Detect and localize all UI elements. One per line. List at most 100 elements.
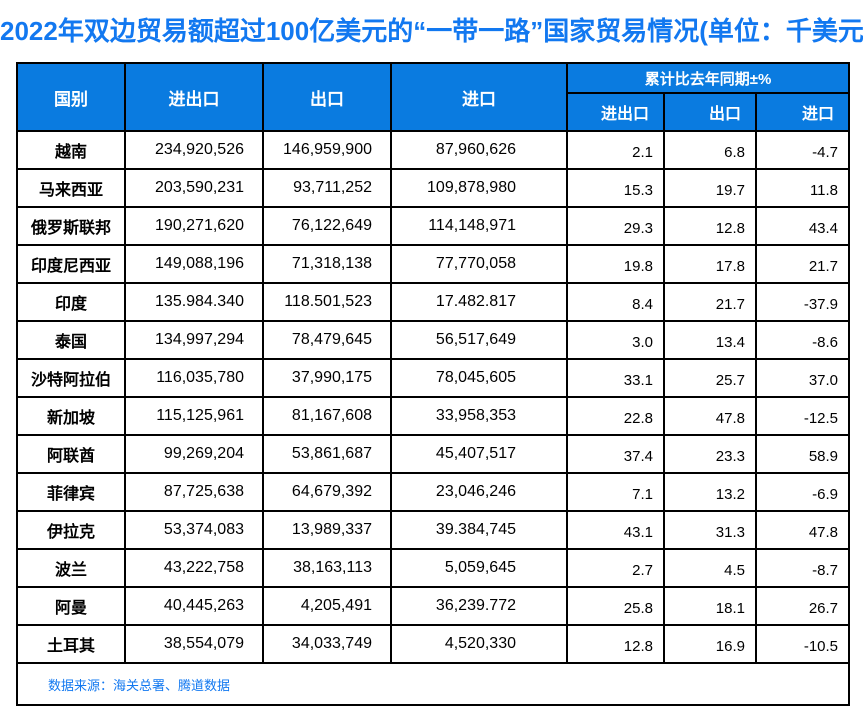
trade-table: 国别 进出口 出口 进口 累计比去年同期±% 进出口 出口 进口 越南 234,…: [15, 62, 851, 706]
country-cell: 沙特阿拉伯: [16, 358, 126, 398]
yoy-total-cell: 15.3: [566, 168, 665, 208]
import-cell: 4,520,330: [390, 624, 568, 664]
total-trade-cell: 115,125,961: [124, 396, 264, 436]
export-cell: 146,959,900: [262, 130, 392, 170]
table-row: 沙特阿拉伯 116,035,780 37,990,175 78,045,605 …: [16, 358, 851, 398]
subheader-yoy-export: 出口: [663, 92, 757, 132]
yoy-total-cell: 12.8: [566, 624, 665, 664]
yoy-import-cell: -8.7: [754, 548, 851, 588]
header-country: 国别: [16, 62, 126, 132]
yoy-import-cell: 43.4: [754, 206, 851, 246]
export-cell: 4,205,491: [262, 586, 392, 626]
yoy-import-cell: 21.7: [754, 244, 851, 284]
total-trade-cell: 38,554,079: [124, 624, 264, 664]
header-export: 出口: [262, 62, 392, 132]
total-trade-cell: 99,269,204: [124, 434, 264, 474]
export-cell: 34,033,749: [262, 624, 392, 664]
total-trade-cell: 190,271,620: [124, 206, 264, 246]
yoy-export-cell: 4.5: [663, 548, 757, 588]
import-cell: 78,045,605: [390, 358, 568, 398]
yoy-export-cell: 47.8: [663, 396, 757, 436]
export-cell: 38,163,113: [262, 548, 392, 588]
yoy-export-cell: 25.7: [663, 358, 757, 398]
export-cell: 93,711,252: [262, 168, 392, 208]
table-row: 印度尼西亚 149,088,196 71,318,138 77,770,058 …: [16, 244, 851, 284]
import-cell: 109,878,980: [390, 168, 568, 208]
yoy-export-cell: 23.3: [663, 434, 757, 474]
table-row: 阿曼 40,445,263 4,205,491 36,239.772 25.8 …: [16, 586, 851, 626]
yoy-import-cell: -10.5: [754, 624, 851, 664]
import-cell: 17.482.817: [390, 282, 568, 322]
table-row: 印度 135.984.340 118.501,523 17.482.817 8.…: [16, 282, 851, 322]
yoy-total-cell: 29.3: [566, 206, 665, 246]
import-cell: 87,960,626: [390, 130, 568, 170]
country-cell: 菲律宾: [16, 472, 126, 512]
total-trade-cell: 203,590,231: [124, 168, 264, 208]
import-cell: 114,148,971: [390, 206, 568, 246]
total-trade-cell: 234,920,526: [124, 130, 264, 170]
yoy-export-cell: 18.1: [663, 586, 757, 626]
yoy-total-cell: 25.8: [566, 586, 665, 626]
country-cell: 印度尼西亚: [16, 244, 126, 284]
total-trade-cell: 87,725,638: [124, 472, 264, 512]
import-cell: 33,958,353: [390, 396, 568, 436]
export-cell: 71,318,138: [262, 244, 392, 284]
table-row: 菲律宾 87,725,638 64,679,392 23,046,246 7.1…: [16, 472, 851, 512]
import-cell: 23,046,246: [390, 472, 568, 512]
export-cell: 37,990,175: [262, 358, 392, 398]
table-row: 波兰 43,222,758 38,163,113 5,059,645 2.7 4…: [16, 548, 851, 588]
header-import: 进口: [390, 62, 568, 132]
total-trade-cell: 135.984.340: [124, 282, 264, 322]
page-title: 2022年双边贸易额超过100亿美元的“一带一路”国家贸易情况(单位：千美元): [0, 16, 863, 46]
yoy-export-cell: 31.3: [663, 510, 757, 550]
import-cell: 45,407,517: [390, 434, 568, 474]
yoy-total-cell: 33.1: [566, 358, 665, 398]
yoy-total-cell: 7.1: [566, 472, 665, 512]
table-row: 伊拉克 53,374,083 13,989,337 39.384,745 43.…: [16, 510, 851, 550]
country-cell: 土耳其: [16, 624, 126, 664]
yoy-total-cell: 19.8: [566, 244, 665, 284]
country-cell: 新加坡: [16, 396, 126, 436]
yoy-total-cell: 8.4: [566, 282, 665, 322]
table-header: 国别 进出口 出口 进口 累计比去年同期±% 进出口 出口 进口: [16, 62, 851, 132]
yoy-export-cell: 12.8: [663, 206, 757, 246]
country-cell: 伊拉克: [16, 510, 126, 550]
table-row: 土耳其 38,554,079 34,033,749 4,520,330 12.8…: [16, 624, 851, 664]
header-row-1: 国别 进出口 出口 进口 累计比去年同期±%: [16, 62, 851, 132]
yoy-import-cell: 58.9: [754, 434, 851, 474]
table-body: 越南 234,920,526 146,959,900 87,960,626 2.…: [15, 130, 851, 706]
yoy-import-cell: -4.7: [754, 130, 851, 170]
yoy-export-cell: 13.2: [663, 472, 757, 512]
import-cell: 5,059,645: [390, 548, 568, 588]
yoy-export-cell: 6.8: [663, 130, 757, 170]
export-cell: 13,989,337: [262, 510, 392, 550]
export-cell: 53,861,687: [262, 434, 392, 474]
export-cell: 78,479,645: [262, 320, 392, 360]
subheader-yoy-import: 进口: [754, 92, 851, 132]
country-cell: 越南: [16, 130, 126, 170]
yoy-import-cell: -6.9: [754, 472, 851, 512]
export-cell: 118.501,523: [262, 282, 392, 322]
total-trade-cell: 134,997,294: [124, 320, 264, 360]
country-cell: 印度: [16, 282, 126, 322]
total-trade-cell: 149,088,196: [124, 244, 264, 284]
yoy-export-cell: 17.8: [663, 244, 757, 284]
import-cell: 56,517,649: [390, 320, 568, 360]
yoy-import-cell: 47.8: [754, 510, 851, 550]
table-row: 马来西亚 203,590,231 93,711,252 109,878,980 …: [16, 168, 851, 208]
table-row: 越南 234,920,526 146,959,900 87,960,626 2.…: [16, 130, 851, 170]
header-row-2: 进出口 出口 进口: [17, 92, 851, 132]
total-trade-cell: 53,374,083: [124, 510, 264, 550]
import-cell: 77,770,058: [390, 244, 568, 284]
yoy-import-cell: 26.7: [754, 586, 851, 626]
table-row: 阿联酋 99,269,204 53,861,687 45,407,517 37.…: [16, 434, 851, 474]
yoy-export-cell: 21.7: [663, 282, 757, 322]
country-cell: 俄罗斯联邦: [16, 206, 126, 246]
yoy-total-cell: 2.7: [566, 548, 665, 588]
country-cell: 波兰: [16, 548, 126, 588]
country-cell: 马来西亚: [16, 168, 126, 208]
export-cell: 64,679,392: [262, 472, 392, 512]
yoy-import-cell: -12.5: [754, 396, 851, 436]
country-cell: 泰国: [16, 320, 126, 360]
yoy-total-cell: 37.4: [566, 434, 665, 474]
